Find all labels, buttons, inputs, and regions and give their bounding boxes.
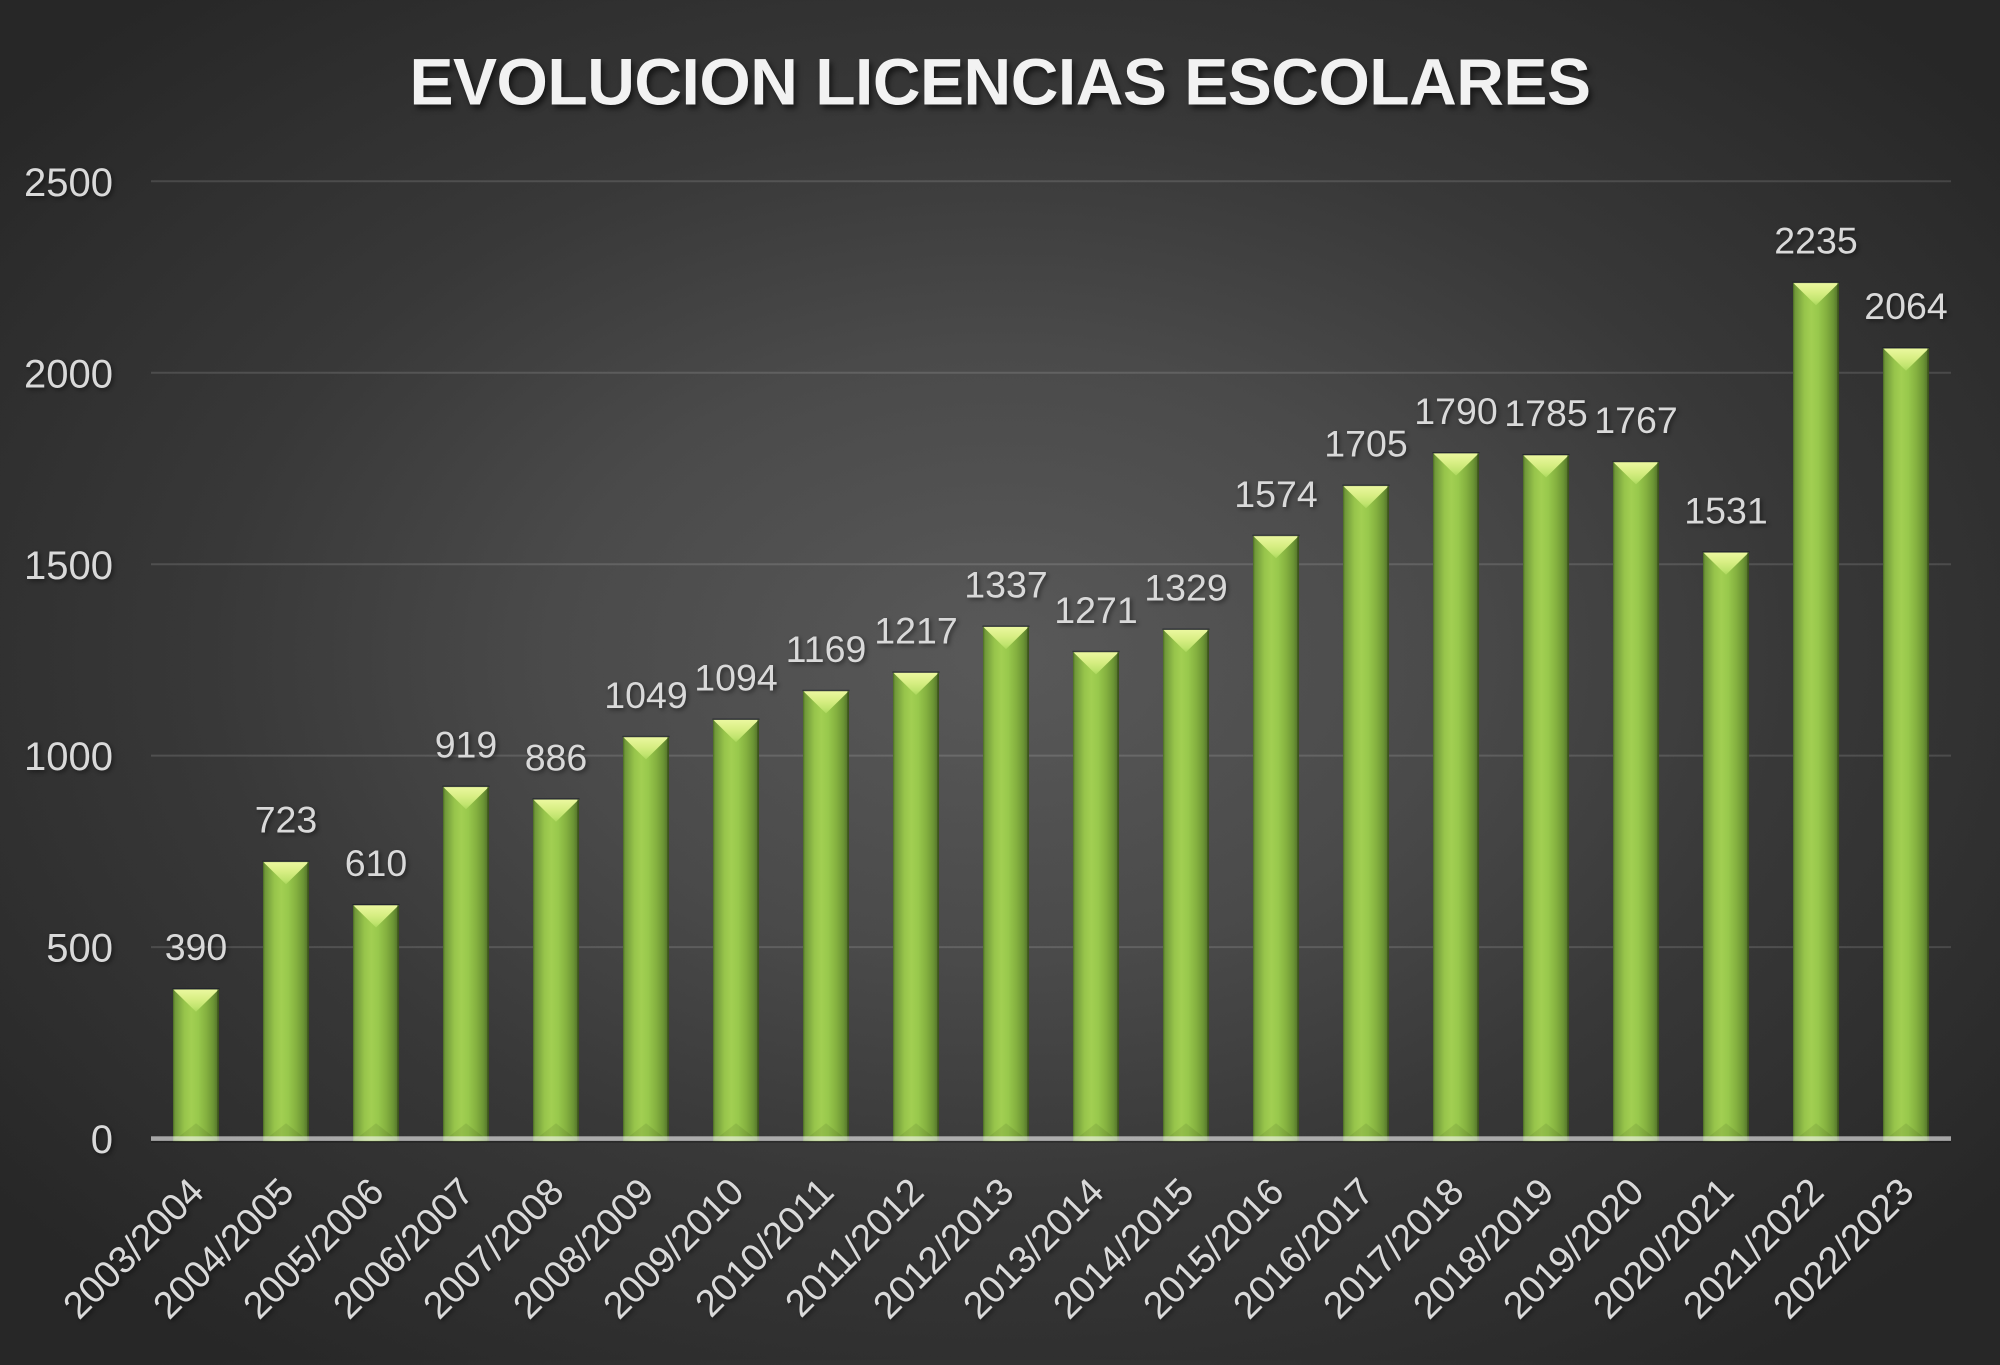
svg-text:1500: 1500 xyxy=(24,544,113,588)
svg-text:1785: 1785 xyxy=(1504,392,1587,434)
svg-text:1169: 1169 xyxy=(786,628,867,670)
svg-text:1049: 1049 xyxy=(604,674,687,716)
svg-text:886: 886 xyxy=(525,736,588,778)
svg-text:2064: 2064 xyxy=(1864,285,1947,327)
svg-text:0: 0 xyxy=(91,1118,113,1162)
svg-text:1574: 1574 xyxy=(1234,473,1317,515)
svg-text:2500: 2500 xyxy=(24,161,113,205)
svg-text:1531: 1531 xyxy=(1684,489,1767,531)
svg-text:723: 723 xyxy=(255,799,318,841)
svg-text:2235: 2235 xyxy=(1774,220,1857,262)
svg-text:1337: 1337 xyxy=(964,564,1047,606)
svg-text:1705: 1705 xyxy=(1324,423,1407,465)
svg-text:1329: 1329 xyxy=(1144,567,1227,609)
svg-text:610: 610 xyxy=(345,842,408,884)
svg-text:1217: 1217 xyxy=(874,610,957,652)
svg-text:1000: 1000 xyxy=(24,735,113,779)
svg-text:500: 500 xyxy=(46,927,113,971)
svg-text:1271: 1271 xyxy=(1054,589,1137,631)
svg-text:EVOLUCION LICENCIAS ESCOLARES: EVOLUCION LICENCIAS ESCOLARES xyxy=(410,45,1591,119)
svg-text:390: 390 xyxy=(165,926,228,968)
svg-text:1094: 1094 xyxy=(694,657,777,699)
svg-text:919: 919 xyxy=(435,724,498,766)
svg-text:2000: 2000 xyxy=(24,352,113,396)
svg-text:1790: 1790 xyxy=(1414,390,1497,432)
svg-text:1767: 1767 xyxy=(1594,399,1677,441)
